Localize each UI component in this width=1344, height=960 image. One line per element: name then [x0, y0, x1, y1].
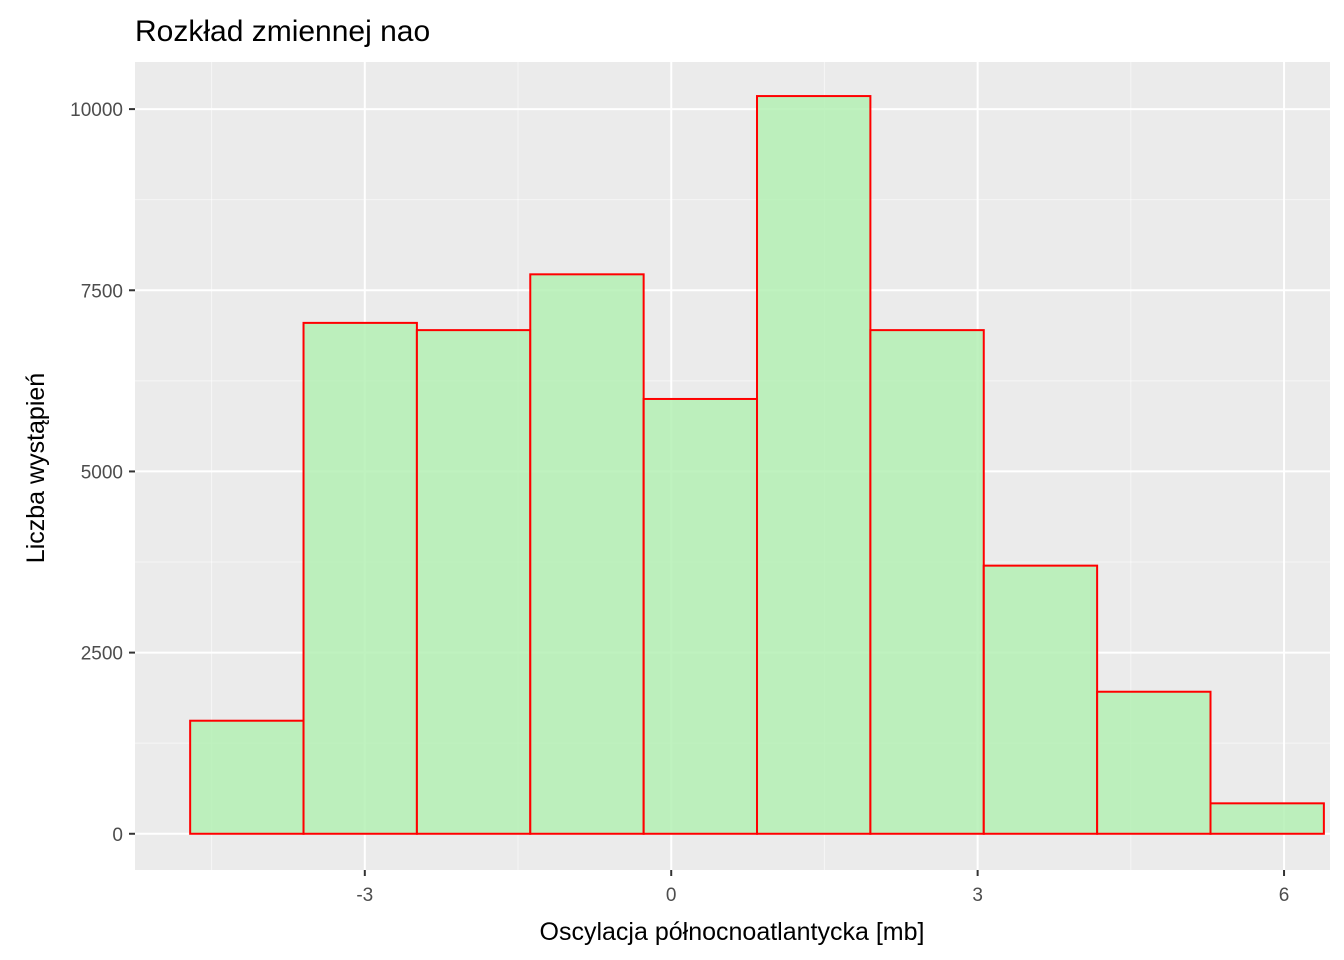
y-tick-label: 5000 [81, 462, 123, 483]
histogram-bar-8 [982, 564, 1099, 835]
x-tick-label: 6 [1279, 885, 1290, 906]
x-tick-label: -3 [356, 885, 373, 906]
histogram-bars [189, 95, 1325, 835]
x-axis: -3 0 3 6 [356, 870, 1289, 906]
histogram-bar-5 [642, 397, 759, 835]
histogram-bar-3 [415, 329, 532, 835]
histogram-bar-7 [869, 329, 985, 835]
y-axis-title: Liczba wystąpień [22, 373, 50, 563]
histogram-bar-4 [529, 273, 645, 835]
y-tick-label: 7500 [81, 281, 123, 302]
x-tick-label: 3 [972, 885, 983, 906]
x-tick-label: 0 [666, 885, 677, 906]
chart-title: Rozkład zmiennej nao [135, 15, 430, 48]
histogram-bar-2 [302, 321, 418, 835]
histogram-bar-1 [189, 719, 305, 835]
histogram-bar-9 [1096, 690, 1212, 835]
y-tick-label: 10000 [70, 100, 123, 121]
y-axis: 0 2500 5000 7500 10000 [70, 100, 135, 846]
histogram-bar-6 [756, 95, 872, 835]
x-axis-title: Oscylacja północnoatlantycka [mb] [540, 918, 925, 946]
y-tick-label: 0 [112, 825, 123, 846]
y-tick-label: 2500 [81, 644, 123, 665]
histogram-bar-10 [1209, 802, 1325, 835]
